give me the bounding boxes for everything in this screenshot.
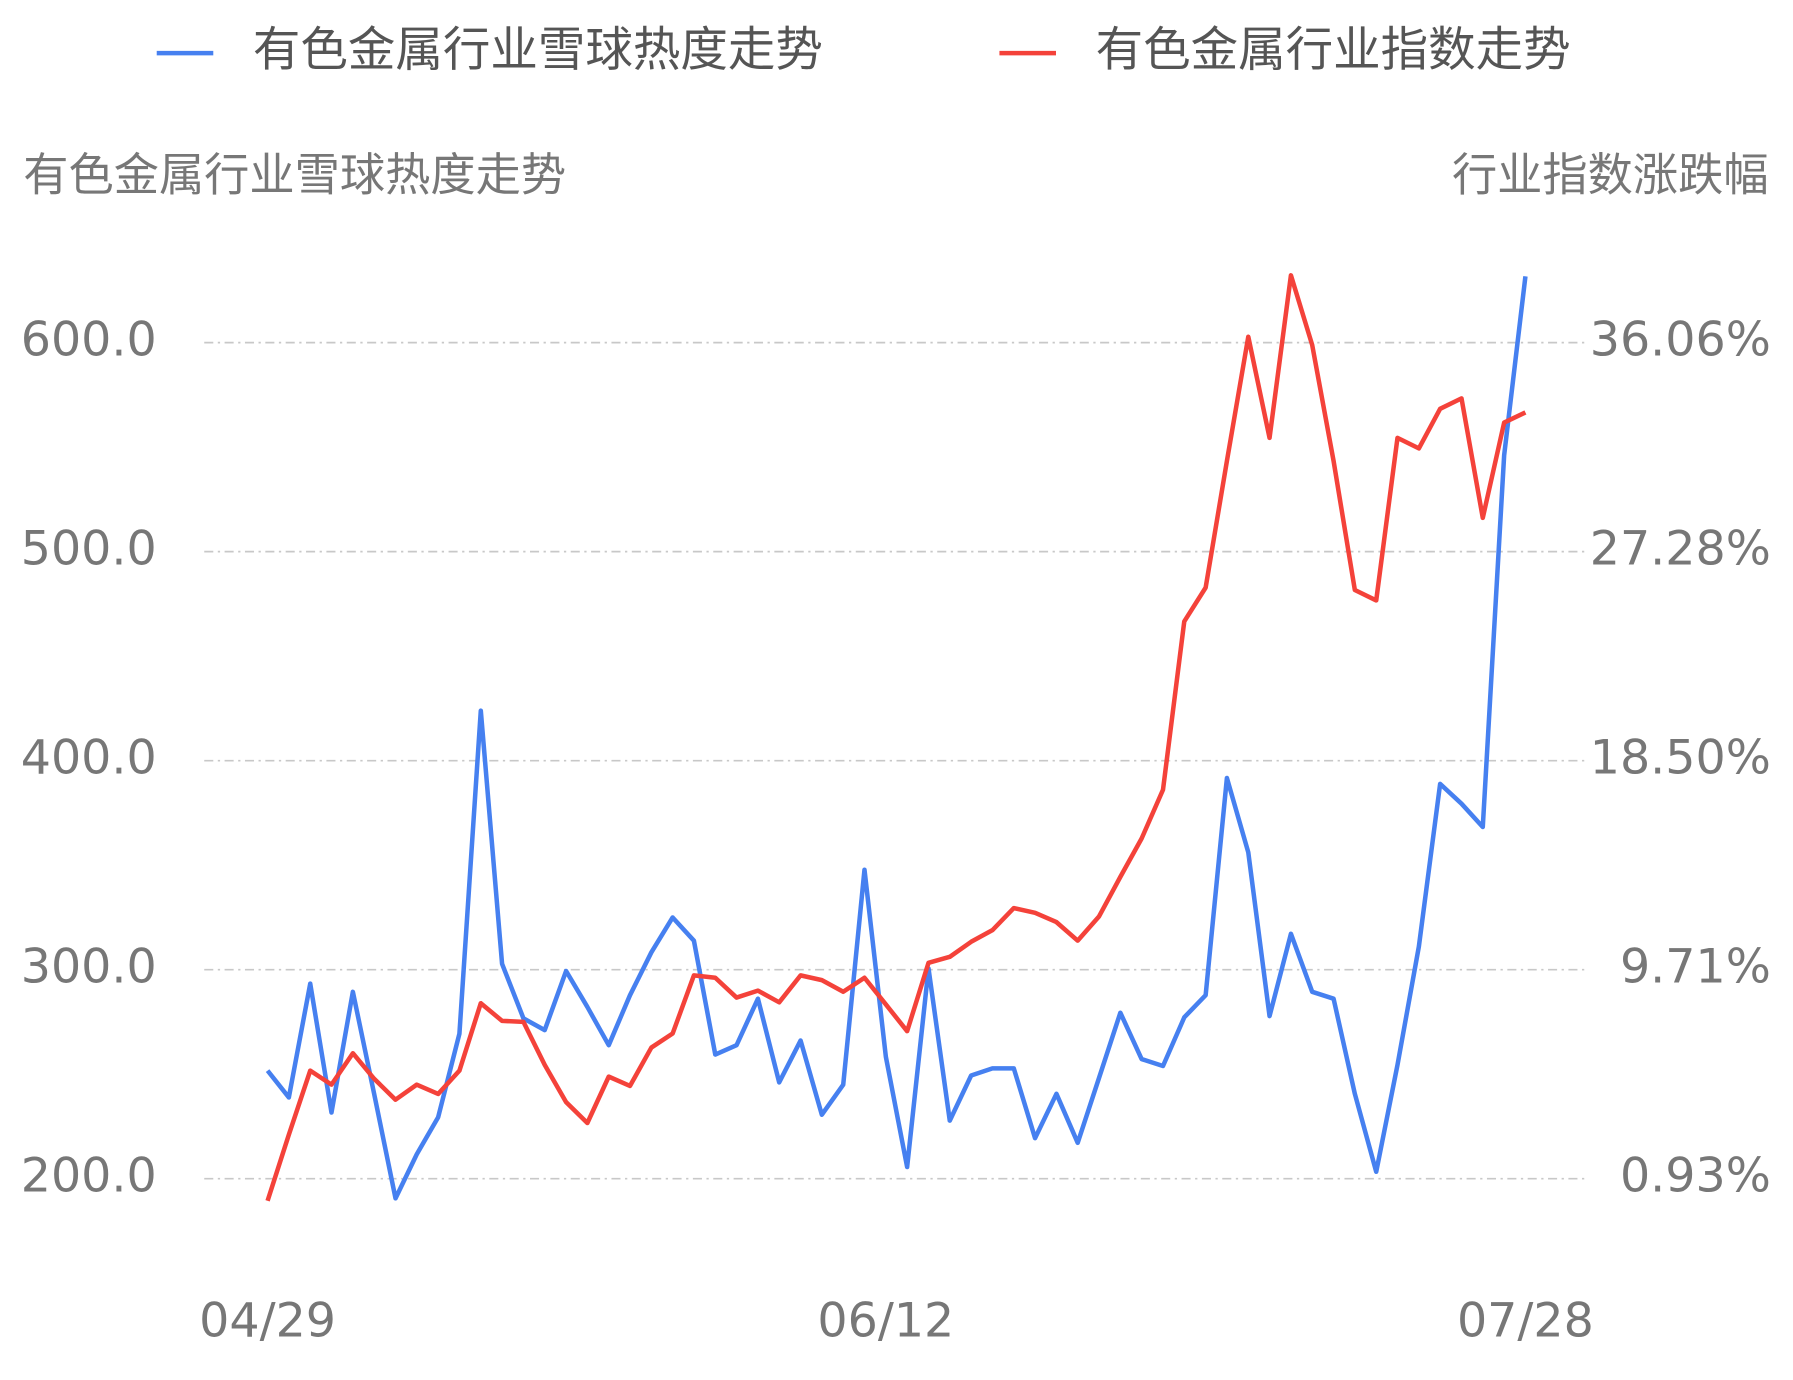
y-tick-label: 600.0 — [21, 313, 157, 368]
y-tick-label: 200.0 — [21, 1149, 157, 1204]
y-axis-title: 有色金属行业雪球热度走势 — [23, 149, 566, 202]
legend-label: 有色金属行业雪球热度走势 — [253, 23, 823, 78]
y-tick-label: 400.0 — [21, 731, 157, 786]
y2-tick-label: 18.50% — [1590, 730, 1771, 785]
series-line — [265, 276, 1528, 1201]
y2-tick-label: 9.71% — [1620, 940, 1771, 995]
x-tick-label: 04/29 — [199, 1293, 336, 1348]
y-tick-label: 500.0 — [21, 522, 157, 577]
y2-tick-label: 0.93% — [1620, 1149, 1771, 1204]
y2-tick-label: 36.06% — [1590, 312, 1771, 367]
series-line — [265, 273, 1527, 1202]
y-tick-label: 300.0 — [21, 940, 157, 995]
x-tick-label: 07/28 — [1457, 1293, 1594, 1348]
x-tick-label: 06/12 — [817, 1293, 954, 1348]
legend-label: 有色金属行业指数走势 — [1096, 23, 1571, 78]
y2-axis-title: 行业指数涨跌幅 — [1452, 149, 1769, 202]
y2-tick-label: 27.28% — [1590, 521, 1771, 576]
